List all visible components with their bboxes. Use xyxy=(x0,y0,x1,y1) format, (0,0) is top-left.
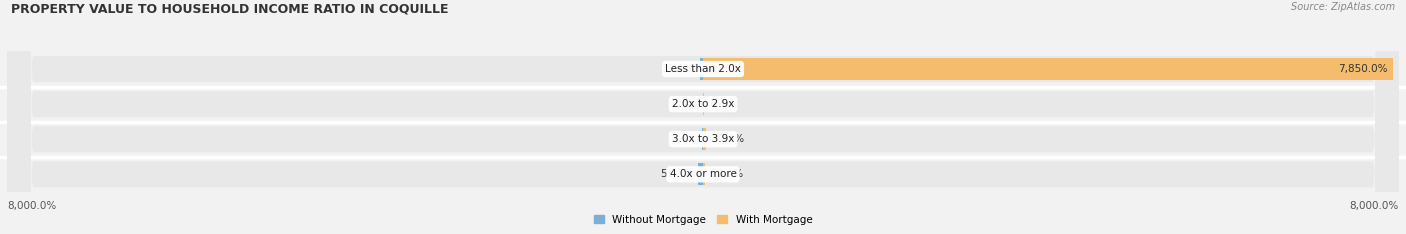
Text: PROPERTY VALUE TO HOUSEHOLD INCOME RATIO IN COQUILLE: PROPERTY VALUE TO HOUSEHOLD INCOME RATIO… xyxy=(11,2,449,15)
Text: 7,850.0%: 7,850.0% xyxy=(1339,64,1388,74)
Text: 8,000.0%: 8,000.0% xyxy=(7,201,56,211)
Text: 3.0x to 3.9x: 3.0x to 3.9x xyxy=(672,134,734,144)
Text: 8.4%: 8.4% xyxy=(709,99,735,109)
Text: 2.0x to 2.9x: 2.0x to 2.9x xyxy=(672,99,734,109)
FancyBboxPatch shape xyxy=(7,0,1399,234)
Legend: Without Mortgage, With Mortgage: Without Mortgage, With Mortgage xyxy=(589,210,817,229)
Bar xyxy=(703,128,706,150)
Text: 8,000.0%: 8,000.0% xyxy=(1350,201,1399,211)
Text: Source: ZipAtlas.com: Source: ZipAtlas.com xyxy=(1291,2,1395,12)
Text: 2.4%: 2.4% xyxy=(671,99,697,109)
Bar xyxy=(699,163,703,185)
FancyBboxPatch shape xyxy=(7,0,1399,234)
FancyBboxPatch shape xyxy=(7,0,1399,234)
FancyBboxPatch shape xyxy=(7,0,1399,234)
Bar xyxy=(700,58,703,80)
Text: Less than 2.0x: Less than 2.0x xyxy=(665,64,741,74)
Bar xyxy=(703,163,704,185)
Text: 36.9%: 36.9% xyxy=(661,64,695,74)
Text: 32.4%: 32.4% xyxy=(711,134,744,144)
Text: 51.3%: 51.3% xyxy=(659,169,693,179)
Text: 23.4%: 23.4% xyxy=(710,169,744,179)
Text: 9.4%: 9.4% xyxy=(671,134,697,144)
Bar xyxy=(703,58,1393,80)
Text: 4.0x or more: 4.0x or more xyxy=(669,169,737,179)
